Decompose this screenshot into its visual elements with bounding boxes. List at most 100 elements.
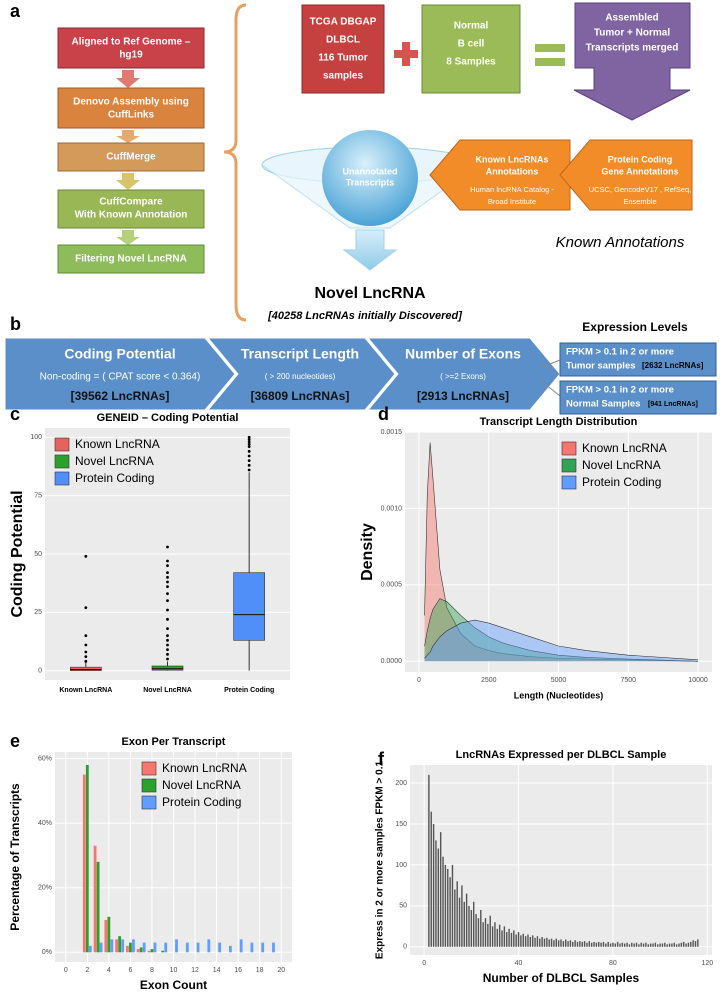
tumor-text: samples: [323, 71, 363, 82]
panel-label: a: [10, 1, 21, 21]
outlier: [166, 592, 169, 596]
filter-title: Transcript Length: [241, 346, 359, 362]
bar: [142, 942, 146, 953]
bar: [461, 885, 463, 947]
bar: [93, 845, 97, 953]
legend-label: Novel LncRNA: [582, 458, 661, 472]
chevron: [366, 337, 561, 411]
bar: [605, 943, 607, 947]
density-fill: [424, 620, 699, 662]
x-tick-label: 12: [191, 967, 199, 974]
bar: [682, 941, 685, 947]
x-axis-label: Number of DLBCL Samples: [483, 971, 640, 985]
pipeline-box: [57, 87, 205, 129]
x-tick-label: Known LncRNA: [59, 687, 112, 694]
bar: [565, 939, 567, 947]
density-line: [424, 598, 699, 662]
legend-swatch: [561, 441, 577, 456]
pipeline-box: [57, 27, 205, 69]
normal-text: Normal: [454, 21, 489, 32]
bar: [132, 939, 135, 953]
tumor-text: TCGA DBGAP: [310, 17, 377, 28]
bar: [678, 943, 680, 947]
legend-swatch: [54, 454, 70, 469]
bar: [633, 943, 635, 947]
x-tick-label: 20: [277, 967, 285, 974]
bar: [498, 924, 501, 947]
outlier: [84, 554, 88, 558]
bar: [465, 893, 468, 947]
bar: [642, 943, 645, 947]
x-tick-label: 2500: [481, 677, 497, 684]
unannotated-text: Unannotated: [343, 166, 398, 176]
legend-label: Known LncRNA: [162, 761, 247, 775]
outlier: [166, 652, 169, 656]
bar: [121, 939, 125, 953]
expression-title: Expression Levels: [582, 320, 688, 334]
density-fill: [424, 598, 699, 662]
known-lnc-text: Human lncRNA Catalog -: [470, 185, 554, 194]
bar: [590, 942, 593, 947]
bar: [475, 914, 477, 947]
y-tick-label: 0%: [42, 949, 52, 956]
bar: [675, 944, 678, 947]
y-tick-label: 0.0000: [381, 658, 403, 665]
bar: [555, 938, 557, 947]
bar: [541, 936, 543, 947]
bar: [536, 936, 539, 947]
pipeline-box: [57, 189, 205, 229]
box: [233, 572, 265, 641]
bar: [517, 932, 520, 947]
bar: [428, 774, 430, 947]
bar: [470, 909, 473, 947]
x-axis-label: Length (Nucleotides): [514, 690, 604, 700]
pipeline-text: With Known Annotation: [75, 210, 188, 221]
filter-criterion: ( >=2 Exons): [440, 372, 486, 381]
filter-title: Coding Potential: [64, 346, 175, 362]
tumor-box: [301, 4, 385, 94]
bar: [129, 942, 132, 953]
pipeline-text: CuffCompare: [99, 197, 163, 208]
y-tick-label: 60%: [38, 755, 52, 762]
bar: [635, 942, 638, 947]
y-tick-label: 0.0010: [381, 505, 403, 512]
y-tick-label: 50: [399, 903, 407, 910]
pipeline-text: CuffMerge: [106, 152, 156, 163]
y-tick-label: 0.0005: [381, 582, 403, 589]
arrow: [116, 130, 140, 143]
legend-label: Protein Coding: [162, 795, 241, 809]
bar: [616, 941, 619, 947]
legend-swatch: [54, 471, 70, 486]
bar: [692, 940, 694, 947]
legend-label: Novel LncRNA: [75, 454, 154, 468]
bar: [430, 811, 432, 947]
bar: [609, 943, 612, 947]
merged-text: Assembled: [605, 13, 658, 24]
x-tick-label: 8: [150, 967, 154, 974]
bar: [513, 930, 515, 947]
outlier: [84, 643, 88, 647]
pipeline-text: CuffLinks: [108, 110, 155, 121]
x-tick-label: 18: [256, 967, 264, 974]
filter-criterion: ( > 200 nucleotides): [265, 372, 336, 381]
bar: [150, 949, 154, 953]
bar: [104, 920, 108, 953]
chevron: [4, 337, 236, 411]
bar: [659, 943, 661, 947]
bar: [522, 933, 524, 947]
pipeline-box: [57, 142, 205, 172]
filter-title: Number of Exons: [405, 346, 521, 362]
expression-count: [941 LncRNAs]: [648, 401, 698, 408]
x-tick-label: 80: [609, 960, 617, 967]
bar: [85, 764, 89, 953]
legend-swatch: [561, 475, 577, 490]
bar: [607, 941, 609, 947]
legend-label: Protein Coding: [75, 471, 154, 485]
chart-title: LncRNAs Expressed per DLBCL Sample: [456, 749, 667, 761]
bar: [444, 864, 447, 947]
bar: [664, 942, 666, 947]
outlier: [166, 585, 169, 589]
known-annotations: Known Annotations: [556, 234, 685, 251]
bar: [477, 918, 480, 947]
